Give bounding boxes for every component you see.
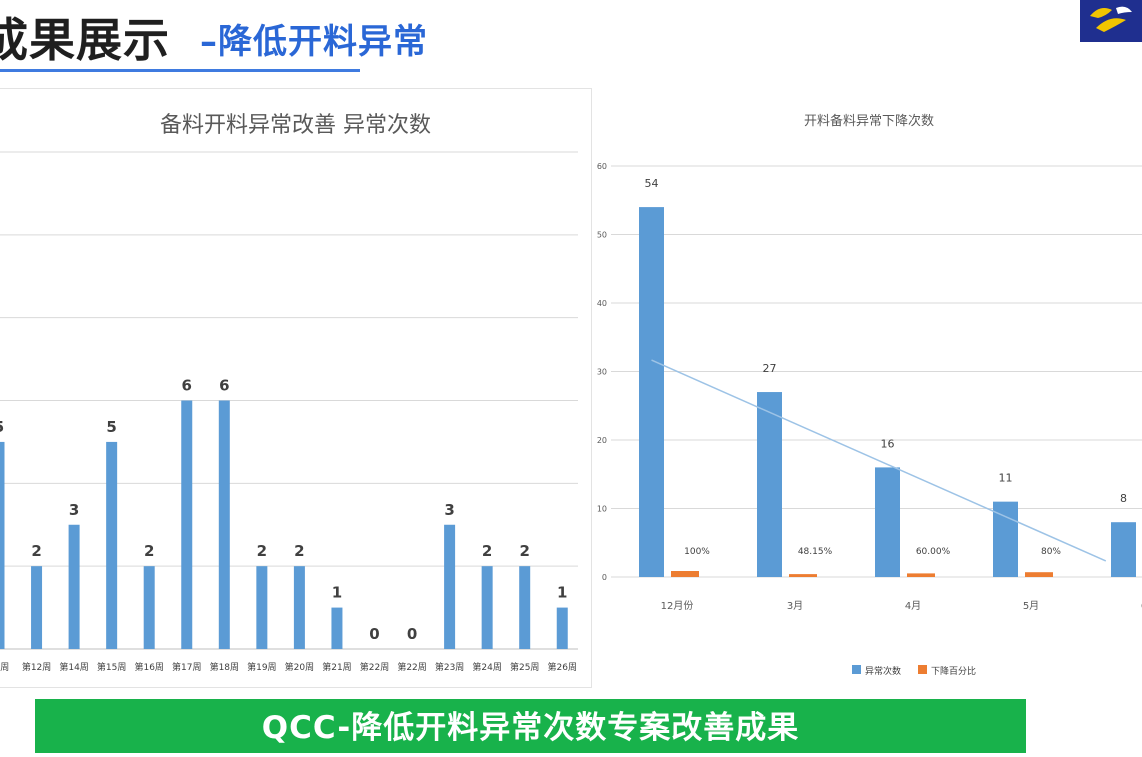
bar [444,524,456,649]
x-tick-label: 第17周 [172,661,201,673]
legend-swatch [852,665,861,674]
bar-value-label: 3 [444,501,454,519]
bar-value-label: 0 [369,625,379,643]
bar-value-label: 2 [519,542,529,560]
bar-drop-percentage [1025,572,1053,577]
x-tick-label: 第26周 [548,661,577,673]
bar-value-label: 1 [557,584,567,602]
legend-swatch [918,665,927,674]
bar-value-label: 2 [257,542,267,560]
bar-value-label: 2 [31,542,41,560]
left-bar-chart: 5 11周 2 第12周 3 第14周 5 第15周 2 第16周 6 第17周 6 第18周 2 第19周 2… [0,151,578,673]
logo-mark [1090,6,1132,32]
bar-percentage-label: 60.00% [916,547,951,557]
x-tick-label: 3月 [787,600,803,612]
x-tick-label: 5月 [1023,600,1039,612]
x-tick-label: 第15周 [97,661,126,673]
bar [519,566,531,649]
x-tick-label: 第14周 [59,661,88,673]
y-tick-label: 40 [597,299,607,308]
bar [181,400,193,649]
title-underline [0,69,360,72]
x-tick-label: 第12周 [22,661,51,673]
bar [556,607,568,649]
bar-value-label: 2 [482,542,492,560]
bar [256,566,268,649]
y-tick-label: 0 [602,573,607,582]
x-tick-label: 第18周 [210,661,239,673]
bar-value-label: 16 [881,437,895,450]
x-tick-label: 第22周 [360,661,389,673]
y-tick-label: 20 [597,436,607,445]
bar-drop-percentage [671,571,699,577]
bar-value-label: 6 [182,377,192,395]
y-tick-label: 60 [597,162,607,171]
x-tick-label: 第19周 [247,661,276,673]
x-tick-label: 第16周 [134,661,163,673]
bar-percentage-label: 48.15% [798,547,833,557]
company-logo-icon [1080,0,1142,42]
bar-value-label: 1 [332,584,342,602]
bar-value-label: 11 [999,472,1013,485]
trendline [651,359,1107,562]
y-tick-label: 50 [597,231,607,240]
x-tick-label: 第21周 [322,661,351,673]
bar-value-label: 54 [645,177,659,190]
bar [331,607,343,649]
x-tick-label: 11周 [0,662,9,673]
bar [31,566,43,649]
bar [68,524,80,649]
x-tick-label: 4月 [905,600,921,612]
x-tick-label: 第22周 [397,661,426,673]
bar-abnormal-count [1111,522,1136,577]
bar-value-label: 5 [106,418,116,436]
bar-abnormal-count [993,501,1018,577]
bar-drop-percentage [789,574,817,577]
right-chart-panel: 开料备料异常下降次数 0 10 20 30 40 50 60 54 100% 12月份 27 48.1… [596,88,1142,688]
result-banner: QCC-降低开料异常次数专案改善成果 [35,699,1026,753]
page-subtitle: –降低开料异常 [200,14,428,63]
bar-value-label: 27 [763,362,777,375]
slide-title: 成果展示 –降低开料异常 [0,0,700,66]
bar-value-label: 3 [69,501,79,519]
title-dash: – [200,22,218,62]
bar-drop-percentage [907,573,935,577]
left-chart-title: 备料开料异常改善 异常次数 [160,113,431,138]
bar-abnormal-count [639,207,664,577]
x-tick-label: 第24周 [472,661,501,673]
y-tick-label: 30 [597,368,607,377]
bar-value-label: 5 [0,418,4,436]
bar-value-label: 0 [407,625,417,643]
bar-percentage-label: 80% [1041,547,1061,557]
bar-value-label: 6 [219,377,229,395]
right-bar-chart: 0 10 20 30 40 50 60 54 100% 12月份 27 48.15% 3月 16 60.00… [597,162,1142,677]
right-chart-title: 开料备料异常下降次数 [803,114,934,129]
x-tick-label: 第20周 [285,661,314,673]
legend-label: 下降百分比 [931,665,976,677]
left-chart-panel: 备料开料异常改善 异常次数 5 11周 2 第12周 3 第14周 5 第15周 2 第16周 6 第… [0,88,592,688]
title-subtext: 降低开料异常 [218,22,428,62]
bar [143,566,155,649]
page-title: 成果展示 [0,13,170,66]
bar [218,400,230,649]
x-tick-label: 12月份 [661,600,694,612]
x-tick-label: 第23周 [435,661,464,673]
bar-abnormal-count [757,392,782,577]
x-tick-label: 第25周 [510,661,539,673]
bar-percentage-label: 100% [684,547,710,557]
x-tick-label: 6月 [1141,600,1142,612]
bar-abnormal-count [875,467,900,577]
bar [293,566,305,649]
bar [0,441,5,649]
bar-value-label: 8 [1120,492,1127,505]
bar-value-label: 2 [144,542,154,560]
bar [481,566,493,649]
bar [106,441,118,649]
bar-value-label: 2 [294,542,304,560]
legend-label: 异常次数 [865,665,901,677]
y-tick-label: 10 [597,505,607,514]
